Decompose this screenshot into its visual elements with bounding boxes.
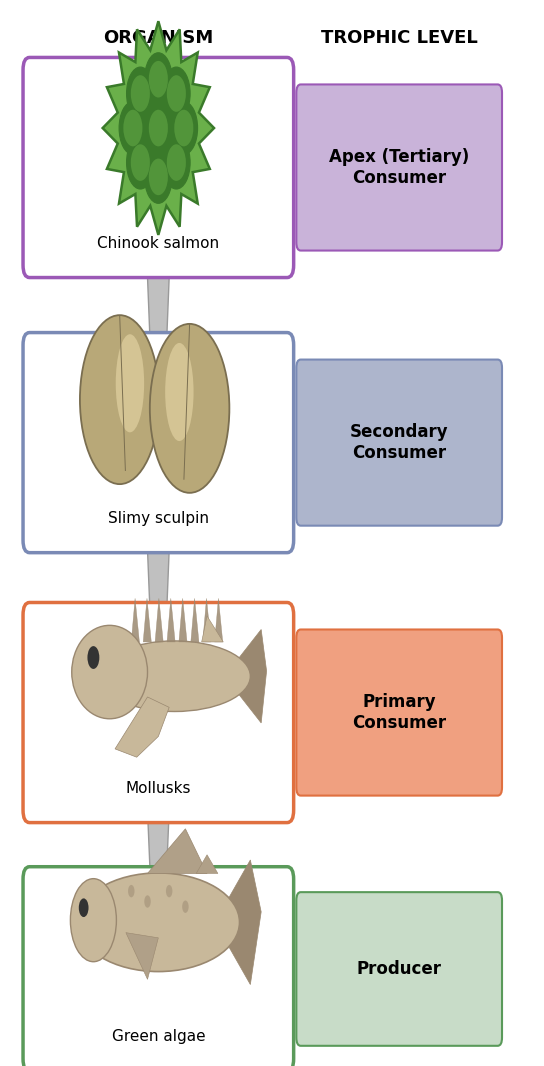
FancyBboxPatch shape [296, 892, 502, 1046]
Circle shape [88, 646, 100, 669]
Circle shape [182, 901, 189, 912]
Text: Chinook salmon: Chinook salmon [97, 236, 219, 251]
Circle shape [145, 52, 172, 106]
Ellipse shape [99, 641, 250, 711]
Circle shape [127, 136, 154, 189]
Ellipse shape [150, 324, 230, 492]
Polygon shape [126, 933, 158, 980]
FancyBboxPatch shape [23, 867, 294, 1066]
Polygon shape [215, 598, 222, 642]
Circle shape [149, 61, 168, 97]
Polygon shape [139, 335, 178, 820]
Ellipse shape [116, 335, 144, 433]
Ellipse shape [70, 878, 116, 962]
Polygon shape [203, 598, 211, 642]
FancyBboxPatch shape [296, 630, 502, 795]
Circle shape [163, 136, 190, 189]
Polygon shape [143, 598, 151, 642]
Ellipse shape [72, 626, 147, 718]
Polygon shape [103, 21, 214, 235]
FancyBboxPatch shape [296, 359, 502, 526]
Circle shape [149, 159, 168, 195]
Circle shape [174, 110, 193, 146]
Text: Green algae: Green algae [112, 1030, 205, 1045]
Text: Secondary
Consumer: Secondary Consumer [350, 423, 448, 462]
Polygon shape [139, 60, 178, 550]
Circle shape [170, 101, 197, 155]
Polygon shape [139, 604, 178, 1066]
Text: Mollusks: Mollusks [126, 780, 191, 795]
Polygon shape [147, 829, 207, 873]
Polygon shape [155, 598, 163, 642]
Circle shape [167, 76, 186, 112]
Polygon shape [218, 860, 261, 985]
Polygon shape [196, 855, 218, 873]
Circle shape [131, 76, 150, 112]
Circle shape [149, 110, 168, 146]
Circle shape [79, 899, 89, 917]
Circle shape [131, 144, 150, 181]
Circle shape [166, 885, 172, 898]
Text: Producer: Producer [357, 960, 442, 978]
Text: TROPHIC LEVEL: TROPHIC LEVEL [321, 29, 478, 47]
Circle shape [119, 101, 147, 155]
Polygon shape [179, 598, 187, 642]
Polygon shape [191, 598, 199, 642]
Polygon shape [115, 697, 169, 757]
Ellipse shape [77, 873, 239, 971]
Text: Primary
Consumer: Primary Consumer [352, 693, 446, 732]
FancyBboxPatch shape [23, 602, 294, 823]
Polygon shape [167, 598, 175, 642]
FancyBboxPatch shape [23, 58, 294, 277]
Polygon shape [131, 598, 139, 642]
FancyBboxPatch shape [23, 333, 294, 552]
Text: ORGANISM: ORGANISM [103, 29, 213, 47]
Circle shape [127, 67, 154, 120]
Circle shape [128, 885, 134, 898]
Text: Apex (Tertiary)
Consumer: Apex (Tertiary) Consumer [329, 148, 469, 187]
Ellipse shape [165, 343, 194, 441]
Circle shape [163, 67, 190, 120]
Circle shape [145, 101, 172, 155]
Polygon shape [202, 616, 223, 642]
Circle shape [167, 144, 186, 181]
Circle shape [144, 895, 151, 908]
Polygon shape [228, 630, 267, 723]
Circle shape [123, 110, 143, 146]
Ellipse shape [80, 316, 159, 484]
FancyBboxPatch shape [296, 84, 502, 251]
Circle shape [145, 150, 172, 204]
Text: Slimy sculpin: Slimy sculpin [108, 511, 209, 526]
